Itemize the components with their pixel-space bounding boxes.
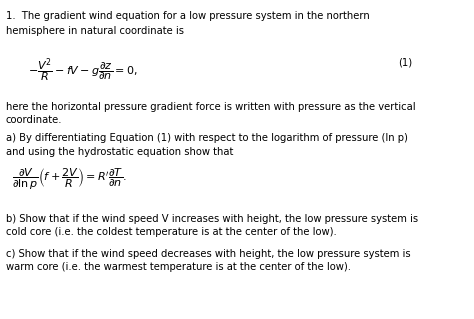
Text: b) Show that if the wind speed V increases with height, the low pressure system : b) Show that if the wind speed V increas… [6, 214, 418, 224]
Text: $\dfrac{\partial V}{\partial \ln p}\left(f + \dfrac{2V}{R}\right) = R'\dfrac{\pa: $\dfrac{\partial V}{\partial \ln p}\left… [12, 167, 127, 192]
Text: 1.  The gradient wind equation for a low pressure system in the northern: 1. The gradient wind equation for a low … [6, 11, 369, 21]
Text: c) Show that if the wind speed decreases with height, the low pressure system is: c) Show that if the wind speed decreases… [6, 249, 410, 259]
Text: coordinate.: coordinate. [6, 115, 62, 125]
Text: hemisphere in natural coordinate is: hemisphere in natural coordinate is [6, 26, 184, 35]
Text: $-\dfrac{V^2}{R} - fV - g\dfrac{\partial z}{\partial n} = 0,$: $-\dfrac{V^2}{R} - fV - g\dfrac{\partial… [28, 57, 138, 85]
Text: warm core (i.e. the warmest temperature is at the center of the low).: warm core (i.e. the warmest temperature … [6, 262, 351, 272]
Text: a) By differentiating Equation (1) with respect to the logarithm of pressure (ln: a) By differentiating Equation (1) with … [6, 133, 408, 143]
Text: (1): (1) [398, 57, 412, 67]
Text: cold core (i.e. the coldest temperature is at the center of the low).: cold core (i.e. the coldest temperature … [6, 227, 337, 237]
Text: and using the hydrostatic equation show that: and using the hydrostatic equation show … [6, 147, 233, 157]
Text: here the horizontal pressure gradient force is written with pressure as the vert: here the horizontal pressure gradient fo… [6, 102, 415, 112]
